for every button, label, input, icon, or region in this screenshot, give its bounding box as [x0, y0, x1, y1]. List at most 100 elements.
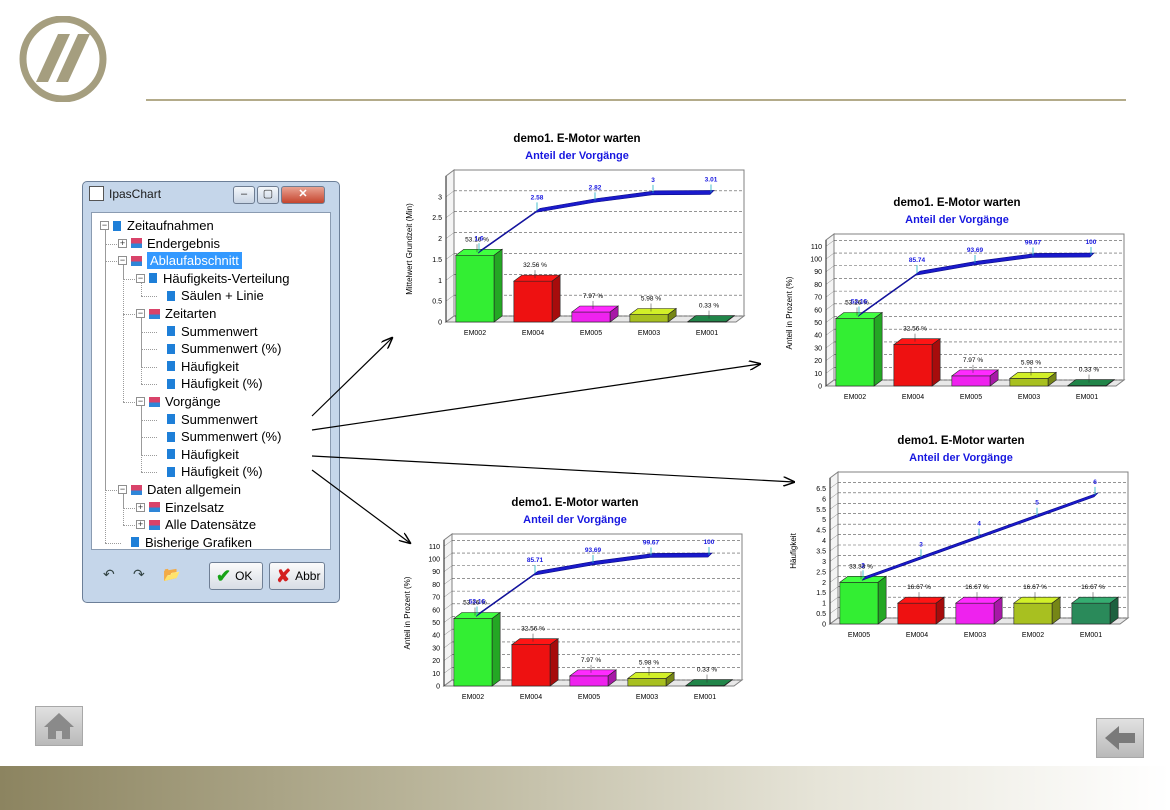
gridline: [829, 565, 839, 573]
bar-value-label: 53.16 %: [845, 300, 869, 307]
tree-node[interactable]: Häufigkeit: [154, 358, 239, 375]
bar-value-label: 33.33 %: [849, 563, 873, 570]
tree-node[interactable]: − Zeitaufnahmen: [100, 217, 214, 234]
x-tick-label: EM002: [844, 394, 866, 401]
gridline: [443, 540, 453, 547]
check-icon: ✔: [216, 566, 232, 586]
cancel-button[interactable]: ✘ Abbr: [269, 562, 325, 590]
bar-side: [665, 671, 675, 687]
item-icon: [167, 361, 175, 372]
tree-node[interactable]: − Zeitarten: [136, 305, 216, 322]
bar: [1071, 602, 1111, 625]
x-tick-label: EM004: [906, 632, 928, 639]
minimize-button[interactable]: –: [233, 186, 255, 204]
tree-node-label: Summenwert (%): [181, 429, 282, 445]
close-button[interactable]: ✕: [281, 186, 325, 204]
gridline: [829, 607, 839, 614]
tree-node[interactable]: Häufigkeit: [154, 446, 239, 463]
y-tick-label: 3.5: [816, 549, 826, 556]
collapse-icon[interactable]: −: [136, 272, 145, 283]
line-value-label: 3: [651, 177, 655, 184]
bar-side: [873, 311, 883, 387]
tree-node[interactable]: Summenwert: [154, 323, 258, 340]
collapse-icon[interactable]: −: [100, 220, 109, 230]
tree-node[interactable]: Summenwert (%): [154, 340, 281, 357]
gridline: [829, 503, 839, 510]
gridline: [829, 596, 839, 604]
tree-node[interactable]: + Alle Datensätze: [136, 516, 256, 533]
collapse-icon[interactable]: −: [136, 308, 145, 318]
expand-icon[interactable]: +: [136, 501, 145, 512]
tree-node[interactable]: Häufigkeit (%): [154, 463, 263, 480]
tree-node[interactable]: − Ablaufabschnitt: [118, 252, 242, 270]
tree-node-label: Daten allgemein: [147, 482, 241, 497]
bar-side: [549, 638, 559, 687]
back-button[interactable]: [1096, 718, 1144, 758]
gridline: [443, 603, 453, 611]
tree-node[interactable]: Häufigkeit (%): [154, 375, 263, 392]
open-folder-icon[interactable]: 📂: [163, 566, 181, 582]
bar: [835, 318, 875, 387]
chart-haeufigkeit: demo1. E-Motor warten Anteil der Vorgänge…: [784, 430, 1144, 662]
y-tick-label: 10: [432, 671, 440, 678]
gridline: [443, 565, 453, 572]
bar-value-label: 7.97 %: [963, 357, 983, 364]
gridline: [825, 379, 835, 387]
gridline: [829, 576, 839, 583]
tree-node-label: Ablaufabschnitt: [147, 252, 242, 270]
tree-view[interactable]: − Zeitaufnahmen + Endergebnis − Ablaufabschni…: [91, 212, 331, 550]
arrow-to-chart-2: [311, 364, 760, 431]
chart-subtitle: Anteil der Vorgänge: [909, 452, 1013, 464]
cumulative-line: [477, 190, 715, 254]
y-tick-label: 90: [432, 569, 440, 576]
tree-node[interactable]: Summenwert: [154, 411, 258, 428]
tree-node[interactable]: Säulen + Linie: [154, 287, 264, 304]
collapse-icon[interactable]: −: [118, 484, 127, 494]
collapse-icon[interactable]: −: [118, 255, 127, 266]
line-value-label: 100: [704, 539, 715, 546]
tree-node[interactable]: − Häufigkeits-Verteilung: [136, 270, 289, 287]
gridline: [825, 367, 835, 374]
bar-side: [935, 596, 945, 625]
ok-button[interactable]: ✔ OK: [209, 562, 263, 590]
window-title: IpasChart: [89, 186, 161, 201]
item-icon: [167, 431, 175, 442]
collapse-icon[interactable]: −: [136, 396, 145, 406]
tree-node-label: Häufigkeit: [181, 358, 239, 374]
chart-side-wall: [825, 233, 835, 387]
gridline: [445, 232, 455, 239]
maximize-button[interactable]: ▢: [257, 186, 279, 204]
expand-icon[interactable]: +: [136, 519, 145, 530]
y-tick-label: 70: [432, 595, 440, 602]
x-tick-label: EM005: [578, 694, 600, 701]
tree-node[interactable]: Bisherige Grafiken: [118, 534, 252, 551]
y-tick-label: 20: [432, 658, 440, 665]
tree-node[interactable]: + Endergebnis: [118, 235, 220, 252]
bar-side: [877, 575, 887, 625]
undo-icon[interactable]: ↶: [103, 566, 115, 582]
bar-side: [607, 669, 617, 687]
y-tick-label: 0.5: [432, 299, 442, 306]
folder-icon: [149, 396, 160, 407]
line-value-label: 2: [861, 562, 865, 569]
bar: [1009, 378, 1049, 387]
tree-node-label: Vorgänge: [165, 394, 221, 409]
gridline: [825, 341, 835, 349]
expand-icon[interactable]: +: [118, 237, 127, 248]
y-tick-label: 100: [810, 257, 822, 264]
y-axis-label: Häufigkeit: [789, 532, 798, 568]
y-tick-label: 1.5: [816, 590, 826, 597]
home-button[interactable]: [35, 706, 83, 746]
line-value-label: 3: [919, 541, 923, 548]
bar-side: [993, 596, 1003, 625]
tree-node[interactable]: − Daten allgemein: [118, 481, 241, 498]
tree-node[interactable]: Summenwert (%): [154, 428, 281, 445]
x-tick-label: EM001: [696, 330, 718, 337]
gridline: [443, 679, 453, 687]
bar-side: [491, 611, 501, 687]
tree-node[interactable]: + Einzelsatz: [136, 499, 224, 516]
bar-value-label: 16.67 %: [1081, 584, 1105, 591]
bar-side: [1109, 596, 1119, 625]
redo-icon[interactable]: ↷: [133, 566, 145, 582]
tree-node[interactable]: − Vorgänge: [136, 393, 221, 410]
